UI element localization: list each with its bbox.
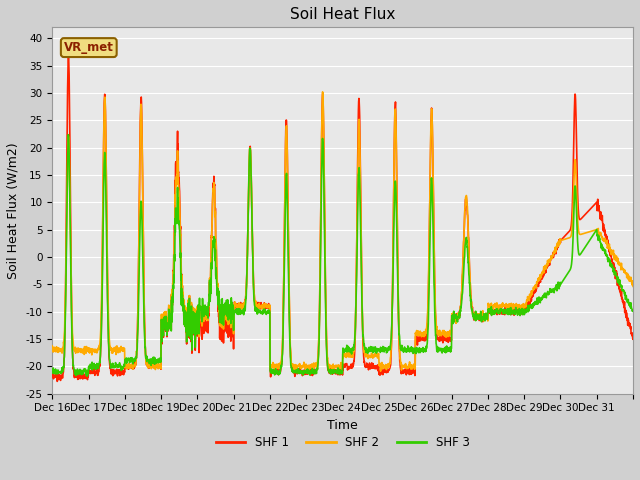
Legend: SHF 1, SHF 2, SHF 3: SHF 1, SHF 2, SHF 3 xyxy=(211,431,474,454)
Title: Soil Heat Flux: Soil Heat Flux xyxy=(290,7,396,22)
Text: VR_met: VR_met xyxy=(64,41,114,54)
Y-axis label: Soil Heat Flux (W/m2): Soil Heat Flux (W/m2) xyxy=(7,142,20,279)
X-axis label: Time: Time xyxy=(327,419,358,432)
